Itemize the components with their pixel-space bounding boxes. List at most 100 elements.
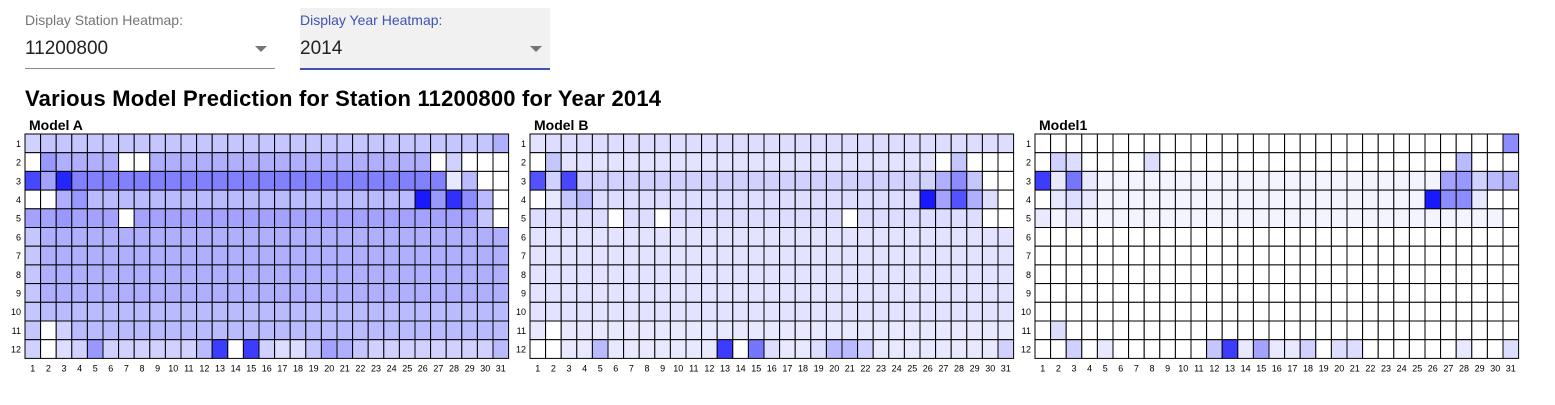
heatmap-cell bbox=[1424, 133, 1442, 154]
heatmap-cell bbox=[841, 301, 859, 322]
heatmap-cell bbox=[1159, 320, 1176, 341]
heatmap-cell bbox=[180, 301, 198, 322]
heatmap-cell bbox=[40, 189, 57, 210]
heatmap-cell bbox=[654, 170, 671, 191]
heatmap-cell bbox=[1486, 245, 1504, 266]
heatmap-cell bbox=[289, 152, 307, 172]
heatmap-cell bbox=[149, 189, 166, 210]
heatmap-cell bbox=[133, 264, 151, 285]
x-tick-label: 25 bbox=[402, 363, 412, 373]
heatmap-cell bbox=[445, 170, 463, 191]
heatmap-cell bbox=[529, 189, 547, 210]
heatmap-cell bbox=[935, 152, 952, 172]
heatmap-cell bbox=[857, 189, 874, 210]
heatmap-cell bbox=[1268, 301, 1286, 322]
x-tick-label: 1 bbox=[30, 363, 35, 373]
heatmap-cell bbox=[305, 320, 322, 341]
heatmap-cell bbox=[654, 339, 671, 359]
heatmap-cell bbox=[102, 339, 120, 359]
heatmap-cell bbox=[607, 208, 625, 229]
heatmap-cell bbox=[1408, 189, 1426, 210]
heatmap-cell bbox=[1159, 339, 1176, 359]
x-tick-label: 29 bbox=[1475, 363, 1485, 373]
heatmap-cell bbox=[71, 245, 88, 266]
heatmap-cell bbox=[445, 320, 463, 341]
heatmap-cell bbox=[888, 264, 905, 285]
heatmap-cell bbox=[1190, 339, 1208, 359]
heatmap-cell bbox=[1221, 189, 1239, 210]
year-select[interactable]: Display Year Heatmap: 2014 bbox=[300, 8, 550, 70]
heatmap-cell bbox=[1065, 264, 1083, 285]
heatmap-cell bbox=[1050, 339, 1067, 359]
heatmap-cell bbox=[164, 152, 182, 172]
heatmap-cell bbox=[414, 301, 432, 322]
heatmap-cell bbox=[476, 170, 494, 191]
heatmap-cell bbox=[1237, 301, 1254, 322]
x-tick-label: 23 bbox=[371, 363, 381, 373]
heatmap-cell bbox=[1440, 301, 1457, 322]
heatmap-cell bbox=[476, 152, 494, 172]
heatmap-cell bbox=[1315, 208, 1332, 229]
heatmap-cell bbox=[1237, 189, 1254, 210]
heatmap-cell bbox=[794, 227, 812, 247]
y-tick-label: 11 bbox=[517, 326, 526, 336]
heatmap-cell bbox=[747, 227, 765, 247]
y-tick-label: 10 bbox=[1021, 307, 1031, 317]
heatmap-cell bbox=[732, 264, 749, 285]
heatmap-cell bbox=[903, 264, 921, 285]
heatmap-cell bbox=[196, 152, 213, 172]
heatmap-cell bbox=[576, 133, 593, 154]
heatmap-cell bbox=[1237, 283, 1254, 303]
heatmap-cell bbox=[1377, 170, 1395, 191]
heatmap-cell bbox=[1174, 170, 1192, 191]
heatmap-cell bbox=[1486, 320, 1504, 341]
heatmap-cell bbox=[1237, 245, 1254, 266]
heatmap-cell bbox=[716, 339, 734, 359]
heatmap-cell bbox=[997, 152, 1015, 172]
station-select[interactable]: Display Station Heatmap: 11200800 bbox=[25, 8, 275, 70]
heatmap-cell bbox=[607, 320, 625, 341]
heatmap-cell bbox=[164, 227, 182, 247]
heatmap-cell bbox=[289, 133, 307, 154]
heatmap-cell bbox=[1377, 152, 1395, 172]
heatmap-cell bbox=[149, 301, 166, 322]
heatmap-cell bbox=[1096, 339, 1114, 359]
heatmap-cell bbox=[794, 189, 812, 210]
heatmap-cell bbox=[747, 133, 765, 154]
heatmap-cell bbox=[1486, 208, 1504, 229]
heatmap-cell bbox=[383, 283, 400, 303]
heatmap-cell bbox=[872, 339, 890, 359]
heatmap-cell bbox=[1252, 264, 1270, 285]
heatmap-cell bbox=[591, 283, 609, 303]
heatmap-cell bbox=[623, 189, 640, 210]
heatmap-cell bbox=[1096, 301, 1114, 322]
heatmap-cell bbox=[1034, 189, 1052, 210]
heatmap-cell bbox=[1268, 189, 1286, 210]
heatmap-cell bbox=[1424, 189, 1442, 210]
heatmap-cell bbox=[1190, 133, 1208, 154]
heatmap-cell bbox=[966, 133, 983, 154]
heatmap-cell bbox=[24, 264, 42, 285]
x-tick-label: 11 bbox=[1194, 363, 1203, 373]
heatmap-cell bbox=[638, 133, 656, 154]
heatmap-cell bbox=[576, 170, 593, 191]
y-tick-label: 1 bbox=[1026, 139, 1031, 149]
heatmap-cell bbox=[367, 339, 385, 359]
heatmap-cell bbox=[1299, 170, 1317, 191]
heatmap-cell bbox=[1112, 320, 1130, 341]
heatmap-cell bbox=[461, 170, 478, 191]
heatmap-cell bbox=[1268, 133, 1286, 154]
heatmap-cell bbox=[560, 133, 578, 154]
heatmap-cell bbox=[1408, 264, 1426, 285]
heatmap-cell bbox=[997, 339, 1015, 359]
heatmap-cell bbox=[1424, 170, 1442, 191]
heatmap-cell bbox=[825, 301, 843, 322]
heatmap-cell bbox=[716, 301, 734, 322]
heatmap-cell bbox=[919, 189, 937, 210]
heatmap-cell bbox=[779, 283, 796, 303]
heatmap-cell bbox=[336, 189, 354, 210]
heatmap-cell bbox=[1346, 283, 1364, 303]
heatmap-cell bbox=[305, 339, 322, 359]
y-tick-label: 6 bbox=[1026, 232, 1031, 242]
heatmap-cell bbox=[1471, 264, 1488, 285]
